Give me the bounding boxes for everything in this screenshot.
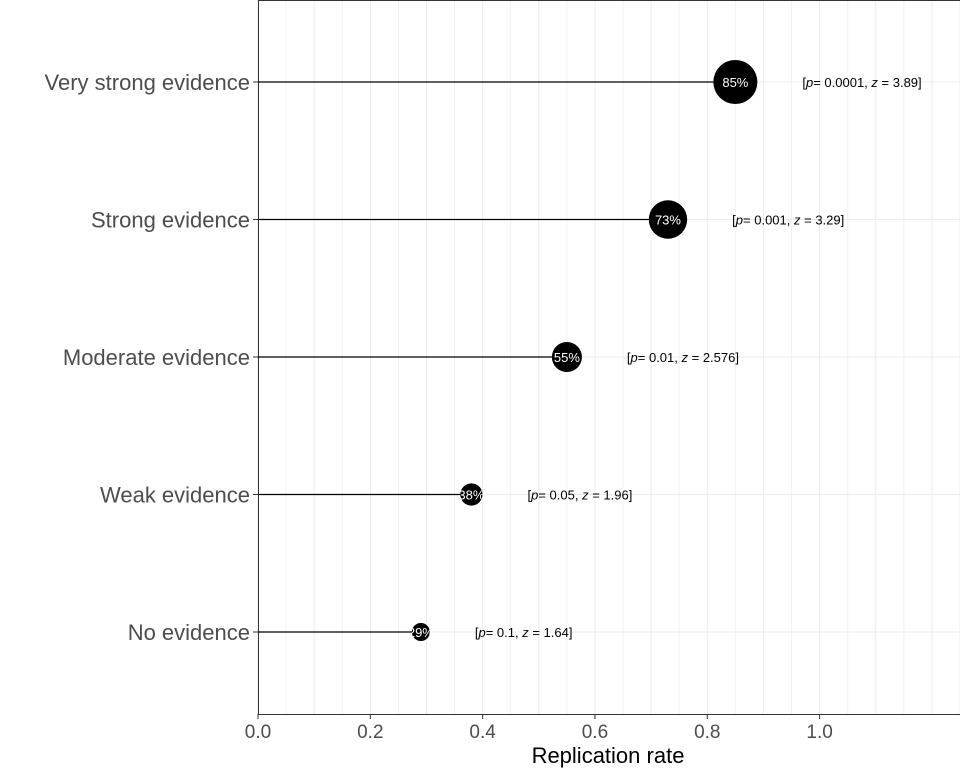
x-tick-label: 1.0 <box>806 722 832 743</box>
point-value-label: 38% <box>458 488 484 503</box>
category-label: No evidence <box>128 620 250 645</box>
x-tick-label: 0.4 <box>469 722 496 743</box>
lollipop-point <box>411 623 430 641</box>
significance-annotation: [p= 0.01, z = 2.576] <box>627 350 739 365</box>
point-value-label: 73% <box>655 213 681 228</box>
x-tick-label: 0.0 <box>245 722 271 743</box>
significance-annotation: [p= 0.1, z = 1.64] <box>475 625 573 640</box>
points: 85% 73% 55% 38% 29% <box>408 60 758 641</box>
x-tick-label: 0.2 <box>357 722 383 743</box>
category-labels: Very strong evidence Strong evidence Moder… <box>45 70 250 645</box>
lollipop-point <box>648 200 688 239</box>
significance-annotation: [p= 0.0001, z = 3.89] <box>802 75 921 90</box>
category-label: Strong evidence <box>91 208 250 233</box>
lollipop-point <box>551 341 582 373</box>
x-tick-label: 0.6 <box>582 722 608 743</box>
lollipop-point <box>713 60 758 104</box>
significance-annotation: [p= 0.001, z = 3.29] <box>732 213 844 228</box>
axes <box>253 0 960 719</box>
category-label: Moderate evidence <box>63 345 250 370</box>
lollipop-point <box>460 483 483 506</box>
category-label: Very strong evidence <box>45 70 250 95</box>
significance-annotation: [p= 0.05, z = 1.96] <box>527 488 632 503</box>
x-tick-label: 0.8 <box>694 722 720 743</box>
grid-lines <box>257 0 960 714</box>
point-value-label: 85% <box>722 75 748 90</box>
x-axis-title: Replication rate <box>532 743 685 768</box>
x-tick-labels: 0.0 0.2 0.4 0.6 0.8 1.0 <box>245 722 833 743</box>
point-value-label: 29% <box>408 625 434 640</box>
point-value-label: 55% <box>554 350 580 365</box>
category-label: Weak evidence <box>100 483 250 508</box>
annotations: [p= 0.0001, z = 3.89] [p= 0.001, z = 3.29… <box>475 75 922 640</box>
stems <box>258 81 736 633</box>
